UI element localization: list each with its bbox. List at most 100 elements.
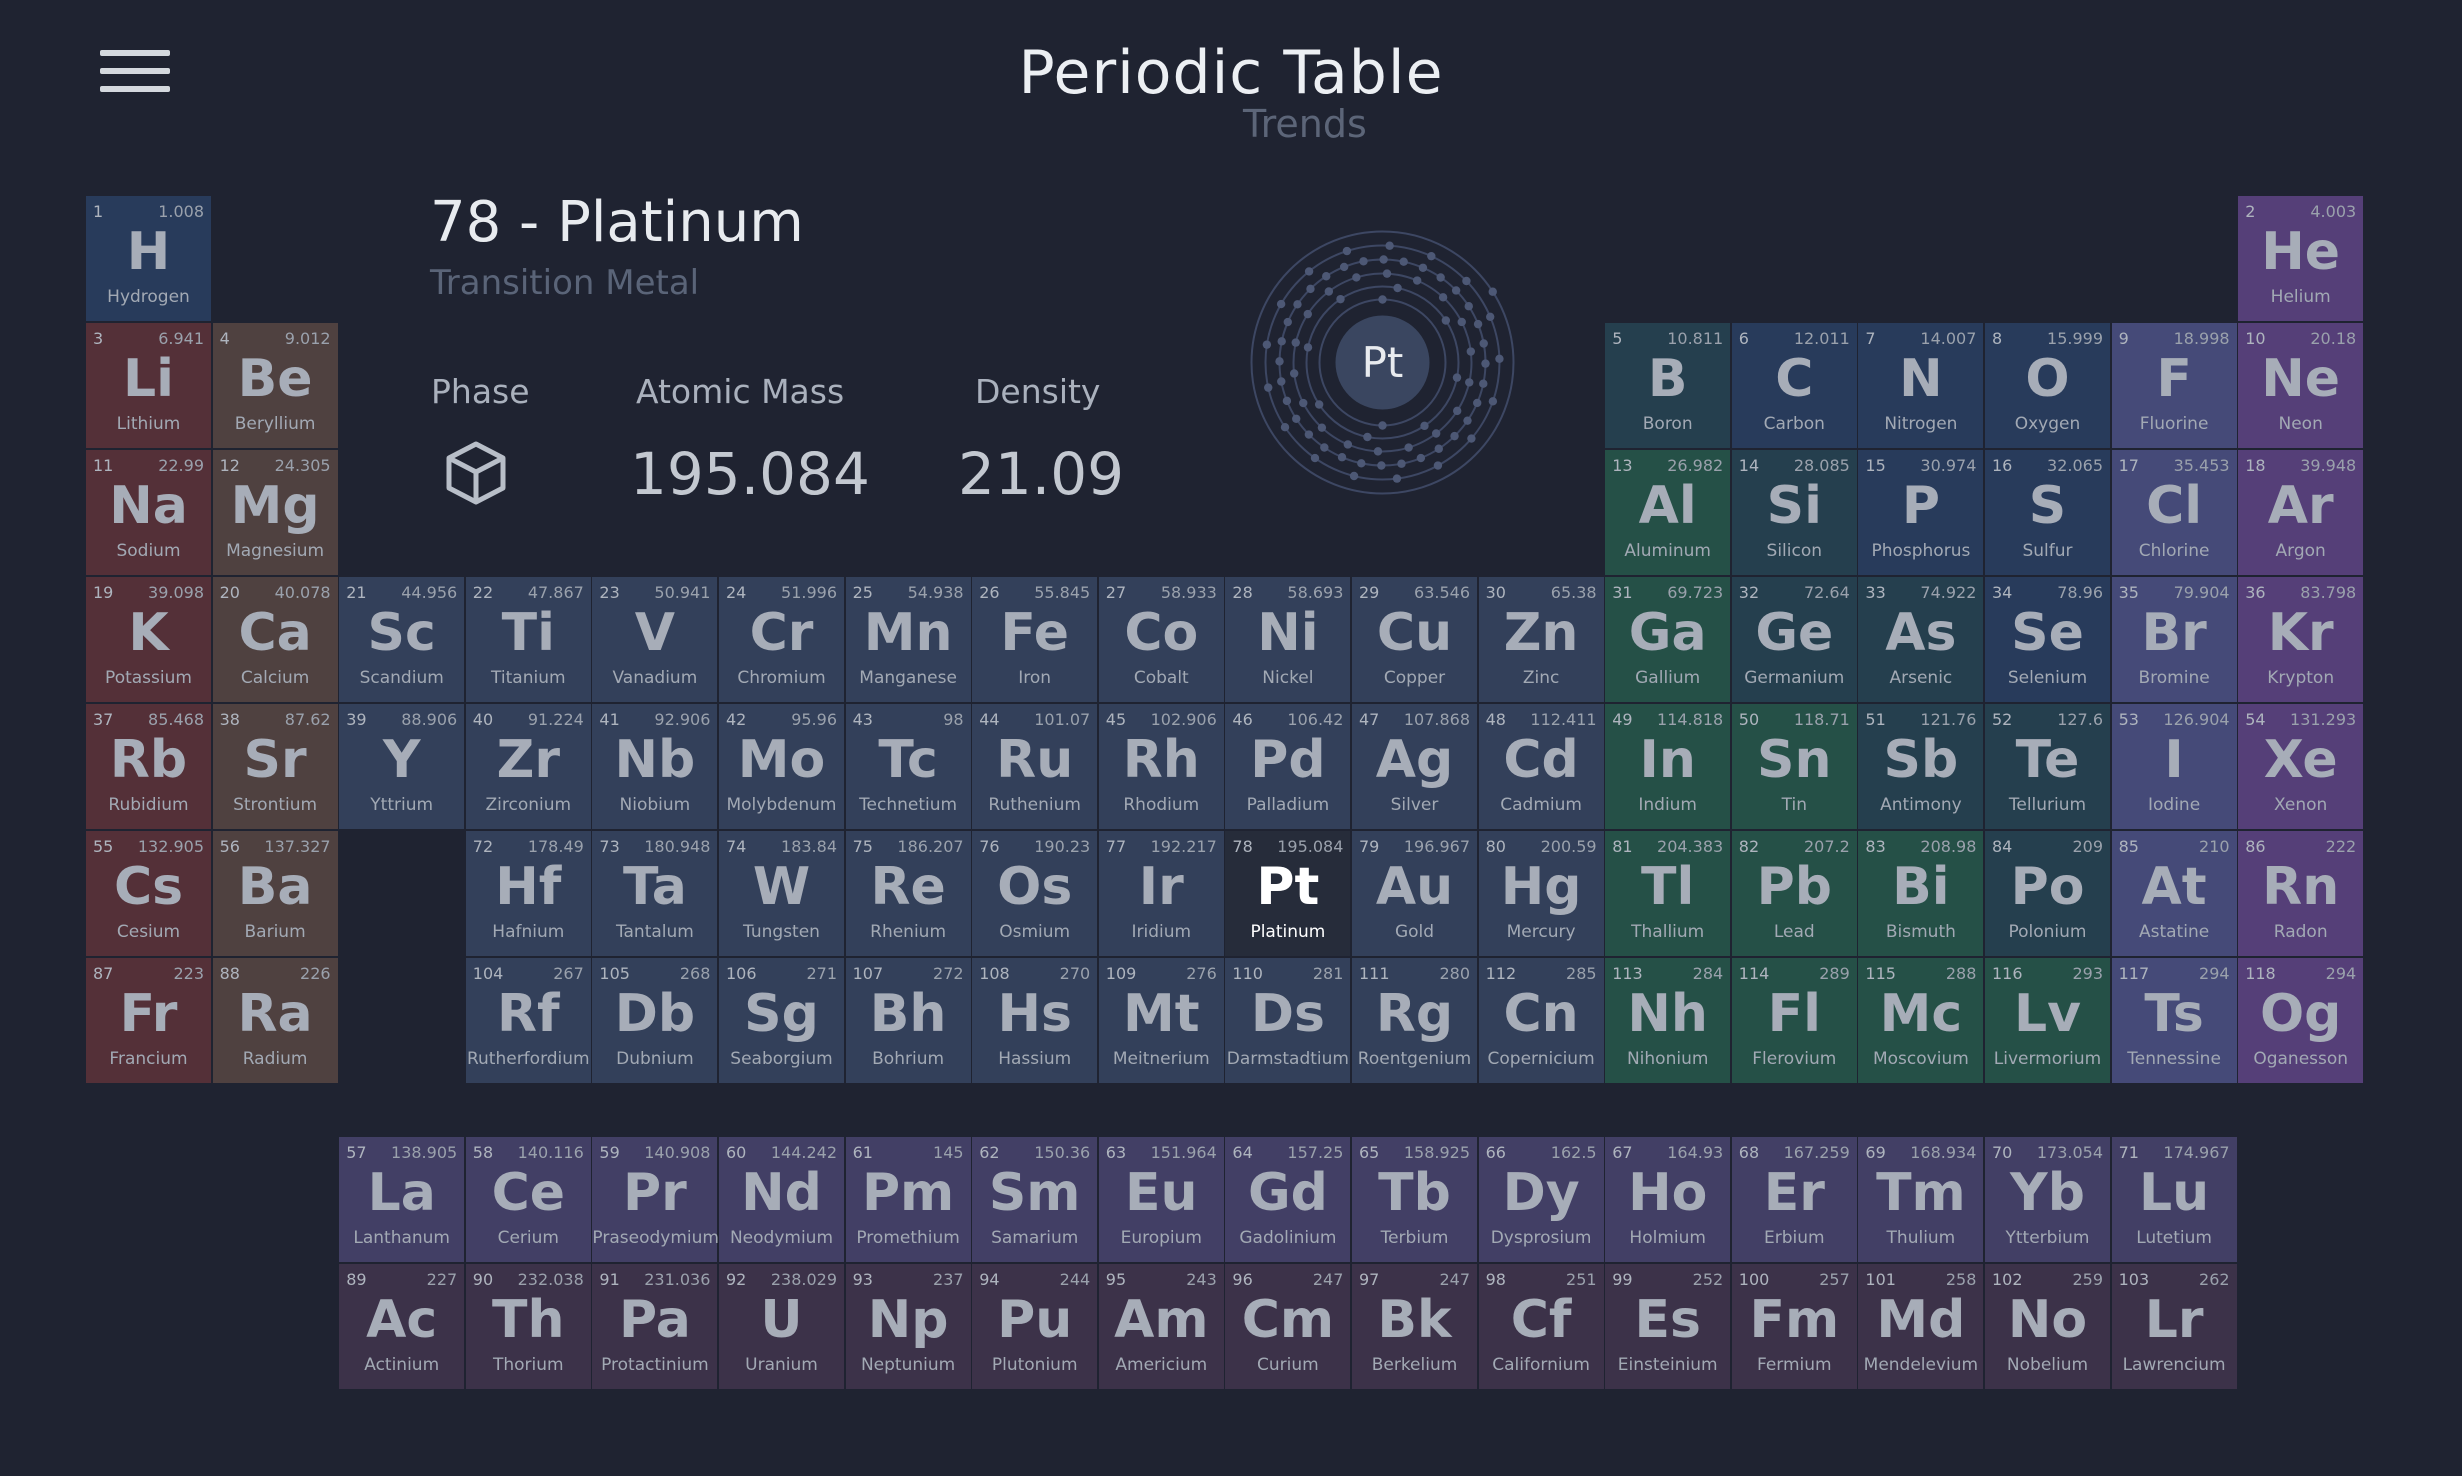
element-cell-cesium[interactable]: 55 132.905 Cs Cesium <box>86 831 211 956</box>
element-cell-promethium[interactable]: 61 145 Pm Promethium <box>845 1137 971 1262</box>
element-cell-terbium[interactable]: 65 158.925 Tb Terbium <box>1352 1137 1477 1262</box>
element-cell-gallium[interactable]: 31 69.723 Ga Gallium <box>1605 577 1731 702</box>
element-cell-actinium[interactable]: 89 227 Ac Actinium <box>339 1264 465 1389</box>
element-cell-mercury[interactable]: 80 200.59 Hg Mercury <box>1478 831 1604 956</box>
element-cell-mendelevium[interactable]: 101 258 Md Mendelevium <box>1858 1264 1984 1389</box>
element-cell-californium[interactable]: 98 251 Cf Californium <box>1478 1264 1604 1389</box>
element-cell-aluminum[interactable]: 13 26.982 Al Aluminum <box>1605 450 1731 575</box>
element-cell-iron[interactable]: 26 55.845 Fe Iron <box>972 577 1098 702</box>
element-cell-cobalt[interactable]: 27 58.933 Co Cobalt <box>1098 577 1224 702</box>
element-cell-gold[interactable]: 79 196.967 Au Gold <box>1352 831 1477 956</box>
element-cell-lawrencium[interactable]: 103 262 Lr Lawrencium <box>2111 1264 2237 1389</box>
element-cell-phosphorus[interactable]: 15 30.974 P Phosphorus <box>1858 450 1984 575</box>
element-cell-bromine[interactable]: 35 79.904 Br Bromine <box>2111 577 2237 702</box>
hamburger-menu-icon[interactable] <box>100 50 170 100</box>
element-cell-titanium[interactable]: 22 47.867 Ti Titanium <box>465 577 591 702</box>
element-cell-palladium[interactable]: 46 106.42 Pd Palladium <box>1225 704 1351 829</box>
element-cell-copernicium[interactable]: 112 285 Cn Copernicium <box>1478 958 1604 1083</box>
element-cell-astatine[interactable]: 85 210 At Astatine <box>2111 831 2237 956</box>
element-cell-nobelium[interactable]: 102 259 No Nobelium <box>1985 1264 2110 1389</box>
element-cell-dubnium[interactable]: 105 268 Db Dubnium <box>592 958 718 1083</box>
element-cell-rhenium[interactable]: 75 186.207 Re Rhenium <box>845 831 971 956</box>
element-cell-zinc[interactable]: 30 65.38 Zn Zinc <box>1478 577 1604 702</box>
element-cell-thallium[interactable]: 81 204.383 Tl Thallium <box>1605 831 1731 956</box>
element-cell-platinum[interactable]: 78 195.084 Pt Platinum <box>1225 831 1351 956</box>
element-cell-bohrium[interactable]: 107 272 Bh Bohrium <box>845 958 971 1083</box>
element-cell-strontium[interactable]: 38 87.62 Sr Strontium <box>212 704 338 829</box>
element-cell-osmium[interactable]: 76 190.23 Os Osmium <box>972 831 1098 956</box>
element-cell-flerovium[interactable]: 114 289 Fl Flerovium <box>1731 958 1857 1083</box>
element-cell-yttrium[interactable]: 39 88.906 Y Yttrium <box>339 704 465 829</box>
element-cell-vanadium[interactable]: 23 50.941 V Vanadium <box>592 577 718 702</box>
element-cell-oxygen[interactable]: 8 15.999 O Oxygen <box>1985 323 2110 448</box>
element-cell-xenon[interactable]: 54 131.293 Xe Xenon <box>2238 704 2364 829</box>
element-cell-holmium[interactable]: 67 164.93 Ho Holmium <box>1605 1137 1731 1262</box>
element-cell-hassium[interactable]: 108 270 Hs Hassium <box>972 958 1098 1083</box>
element-cell-tellurium[interactable]: 52 127.6 Te Tellurium <box>1985 704 2110 829</box>
element-cell-ruthenium[interactable]: 44 101.07 Ru Ruthenium <box>972 704 1098 829</box>
element-cell-beryllium[interactable]: 4 9.012 Be Beryllium <box>212 323 338 448</box>
element-cell-europium[interactable]: 63 151.964 Eu Europium <box>1098 1137 1224 1262</box>
element-cell-erbium[interactable]: 68 167.259 Er Erbium <box>1731 1137 1857 1262</box>
element-cell-ytterbium[interactable]: 70 173.054 Yb Ytterbium <box>1985 1137 2110 1262</box>
element-cell-uranium[interactable]: 92 238.029 U Uranium <box>719 1264 844 1389</box>
element-cell-neptunium[interactable]: 93 237 Np Neptunium <box>845 1264 971 1389</box>
element-cell-protactinium[interactable]: 91 231.036 Pa Protactinium <box>592 1264 718 1389</box>
element-cell-rutherfordium[interactable]: 104 267 Rf Rutherfordium <box>465 958 591 1083</box>
element-cell-krypton[interactable]: 36 83.798 Kr Krypton <box>2238 577 2364 702</box>
element-cell-silicon[interactable]: 14 28.085 Si Silicon <box>1731 450 1857 575</box>
element-cell-antimony[interactable]: 51 121.76 Sb Antimony <box>1858 704 1984 829</box>
element-cell-nitrogen[interactable]: 7 14.007 N Nitrogen <box>1858 323 1984 448</box>
element-cell-chromium[interactable]: 24 51.996 Cr Chromium <box>719 577 844 702</box>
element-cell-silver[interactable]: 47 107.868 Ag Silver <box>1352 704 1477 829</box>
element-cell-barium[interactable]: 56 137.327 Ba Barium <box>212 831 338 956</box>
element-cell-hydrogen[interactable]: 1 1.008 H Hydrogen <box>86 196 211 321</box>
element-cell-oganesson[interactable]: 118 294 Og Oganesson <box>2238 958 2364 1083</box>
element-cell-lead[interactable]: 82 207.2 Pb Lead <box>1731 831 1857 956</box>
element-cell-francium[interactable]: 87 223 Fr Francium <box>86 958 211 1083</box>
element-cell-sulfur[interactable]: 16 32.065 S Sulfur <box>1985 450 2110 575</box>
element-cell-potassium[interactable]: 19 39.098 K Potassium <box>86 577 211 702</box>
element-cell-argon[interactable]: 18 39.948 Ar Argon <box>2238 450 2364 575</box>
element-cell-curium[interactable]: 96 247 Cm Curium <box>1225 1264 1351 1389</box>
element-cell-cadmium[interactable]: 48 112.411 Cd Cadmium <box>1478 704 1604 829</box>
element-cell-gadolinium[interactable]: 64 157.25 Gd Gadolinium <box>1225 1137 1351 1262</box>
element-cell-berkelium[interactable]: 97 247 Bk Berkelium <box>1352 1264 1477 1389</box>
element-cell-meitnerium[interactable]: 109 276 Mt Meitnerium <box>1098 958 1224 1083</box>
element-cell-tantalum[interactable]: 73 180.948 Ta Tantalum <box>592 831 718 956</box>
element-cell-lanthanum[interactable]: 57 138.905 La Lanthanum <box>339 1137 465 1262</box>
element-cell-seaborgium[interactable]: 106 271 Sg Seaborgium <box>719 958 844 1083</box>
element-cell-neon[interactable]: 10 20.18 Ne Neon <box>2238 323 2364 448</box>
element-cell-lutetium[interactable]: 71 174.967 Lu Lutetium <box>2111 1137 2237 1262</box>
element-cell-americium[interactable]: 95 243 Am Americium <box>1098 1264 1224 1389</box>
element-cell-tungsten[interactable]: 74 183.84 W Tungsten <box>719 831 844 956</box>
element-cell-darmstadtium[interactable]: 110 281 Ds Darmstadtium <box>1225 958 1351 1083</box>
element-cell-radium[interactable]: 88 226 Ra Radium <box>212 958 338 1083</box>
element-cell-livermorium[interactable]: 116 293 Lv Livermorium <box>1985 958 2110 1083</box>
element-cell-germanium[interactable]: 32 72.64 Ge Germanium <box>1731 577 1857 702</box>
element-cell-indium[interactable]: 49 114.818 In Indium <box>1605 704 1731 829</box>
element-cell-technetium[interactable]: 43 98 Tc Technetium <box>845 704 971 829</box>
element-cell-roentgenium[interactable]: 111 280 Rg Roentgenium <box>1352 958 1477 1083</box>
element-cell-iridium[interactable]: 77 192.217 Ir Iridium <box>1098 831 1224 956</box>
element-cell-bismuth[interactable]: 83 208.98 Bi Bismuth <box>1858 831 1984 956</box>
element-cell-magnesium[interactable]: 12 24.305 Mg Magnesium <box>212 450 338 575</box>
element-cell-manganese[interactable]: 25 54.938 Mn Manganese <box>845 577 971 702</box>
element-cell-samarium[interactable]: 62 150.36 Sm Samarium <box>972 1137 1098 1262</box>
element-cell-niobium[interactable]: 41 92.906 Nb Niobium <box>592 704 718 829</box>
element-cell-helium[interactable]: 2 4.003 He Helium <box>2238 196 2364 321</box>
element-cell-polonium[interactable]: 84 209 Po Polonium <box>1985 831 2110 956</box>
element-cell-einsteinium[interactable]: 99 252 Es Einsteinium <box>1605 1264 1731 1389</box>
element-cell-fluorine[interactable]: 9 18.998 F Fluorine <box>2111 323 2237 448</box>
element-cell-fermium[interactable]: 100 257 Fm Fermium <box>1731 1264 1857 1389</box>
element-cell-selenium[interactable]: 34 78.96 Se Selenium <box>1985 577 2110 702</box>
element-cell-thulium[interactable]: 69 168.934 Tm Thulium <box>1858 1137 1984 1262</box>
element-cell-cerium[interactable]: 58 140.116 Ce Cerium <box>465 1137 591 1262</box>
app-subtitle[interactable]: Trends <box>1243 102 1367 146</box>
element-cell-tennessine[interactable]: 117 294 Ts Tennessine <box>2111 958 2237 1083</box>
element-cell-thorium[interactable]: 90 232.038 Th Thorium <box>465 1264 591 1389</box>
element-cell-plutonium[interactable]: 94 244 Pu Plutonium <box>972 1264 1098 1389</box>
element-cell-iodine[interactable]: 53 126.904 I Iodine <box>2111 704 2237 829</box>
element-cell-moscovium[interactable]: 115 288 Mc Moscovium <box>1858 958 1984 1083</box>
element-cell-carbon[interactable]: 6 12.011 C Carbon <box>1731 323 1857 448</box>
